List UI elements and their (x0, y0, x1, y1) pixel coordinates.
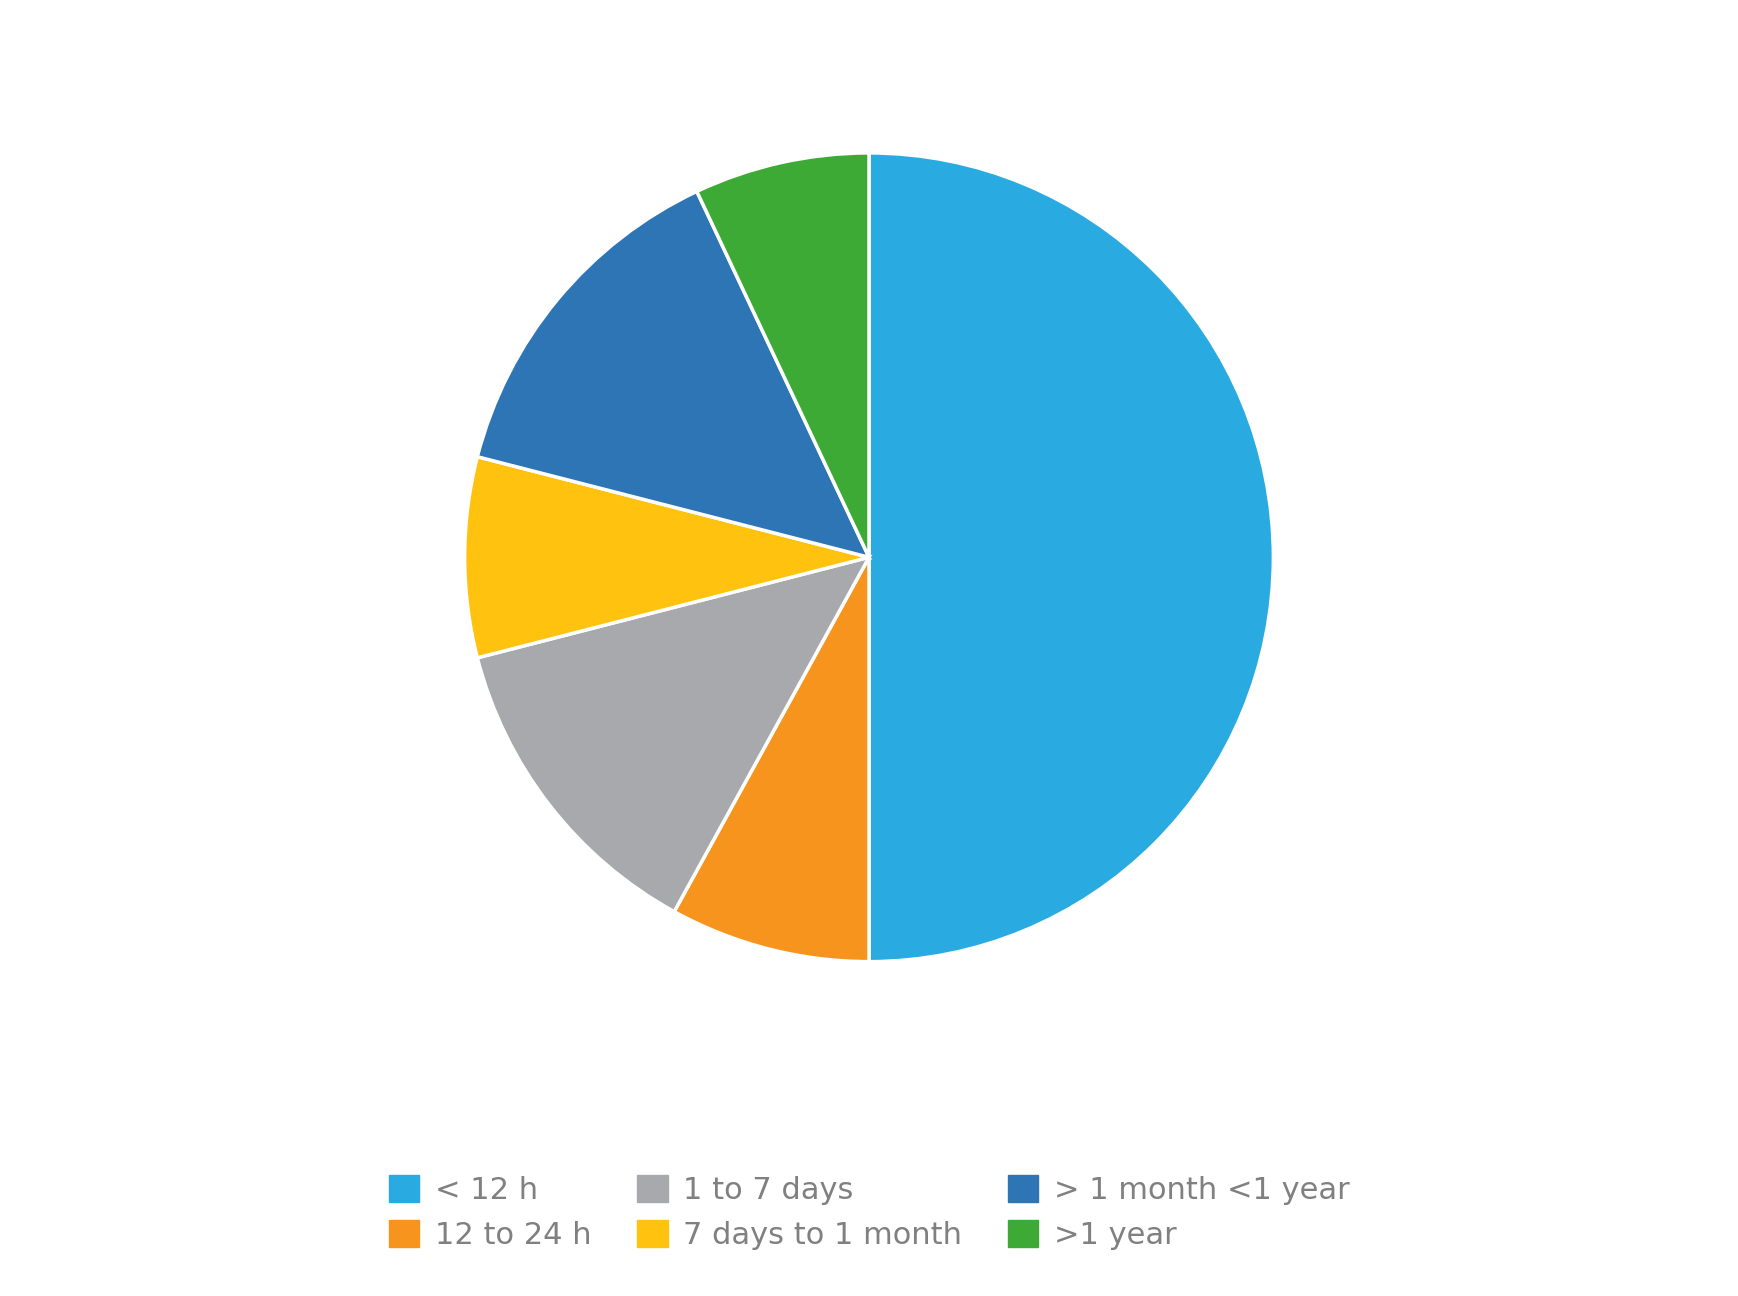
Wedge shape (697, 153, 869, 557)
Wedge shape (869, 153, 1274, 962)
Wedge shape (674, 557, 869, 962)
Legend: < 12 h, 12 to 24 h, 1 to 7 days, 7 days to 1 month, > 1 month <1 year, >1 year: < 12 h, 12 to 24 h, 1 to 7 days, 7 days … (358, 1144, 1380, 1280)
Wedge shape (464, 456, 869, 658)
Wedge shape (478, 192, 869, 557)
Wedge shape (478, 557, 869, 911)
